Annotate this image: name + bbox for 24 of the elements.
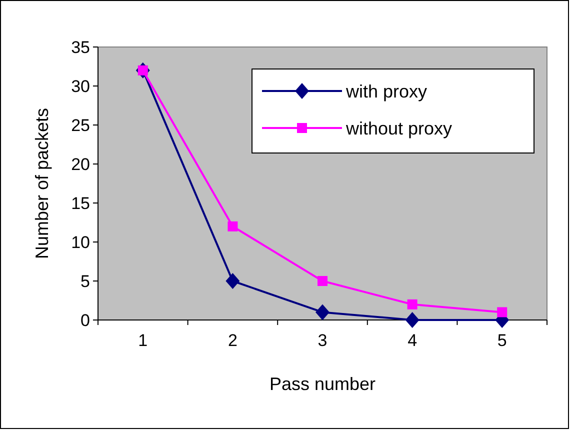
legend-label: with proxy bbox=[345, 81, 428, 102]
point bbox=[407, 299, 418, 310]
y-tick-label: 30 bbox=[71, 76, 90, 96]
point bbox=[228, 221, 238, 232]
y-tick-label: 5 bbox=[80, 272, 90, 291]
x-tick-label: 2 bbox=[228, 331, 238, 350]
x-tick-label: 1 bbox=[138, 331, 148, 350]
y-axis-title: Number of packets bbox=[32, 108, 52, 260]
point bbox=[226, 273, 240, 289]
y-tick-label: 10 bbox=[71, 232, 90, 252]
legend-label: without proxy bbox=[345, 118, 452, 138]
x-axis-title: Pass number bbox=[269, 374, 376, 394]
x-tick-label: 3 bbox=[318, 331, 328, 350]
y-tick-label: 25 bbox=[71, 116, 90, 135]
y-tick-label: 20 bbox=[71, 154, 90, 174]
x-tick-label: 5 bbox=[497, 331, 507, 350]
point bbox=[318, 276, 328, 286]
y-tick-label: 15 bbox=[71, 194, 90, 213]
x-tick-label: 4 bbox=[408, 331, 418, 350]
y-tick-label: 35 bbox=[71, 38, 90, 57]
point bbox=[316, 304, 330, 320]
y-tick-label: 0 bbox=[80, 310, 90, 330]
point bbox=[405, 312, 420, 328]
point bbox=[497, 307, 508, 318]
